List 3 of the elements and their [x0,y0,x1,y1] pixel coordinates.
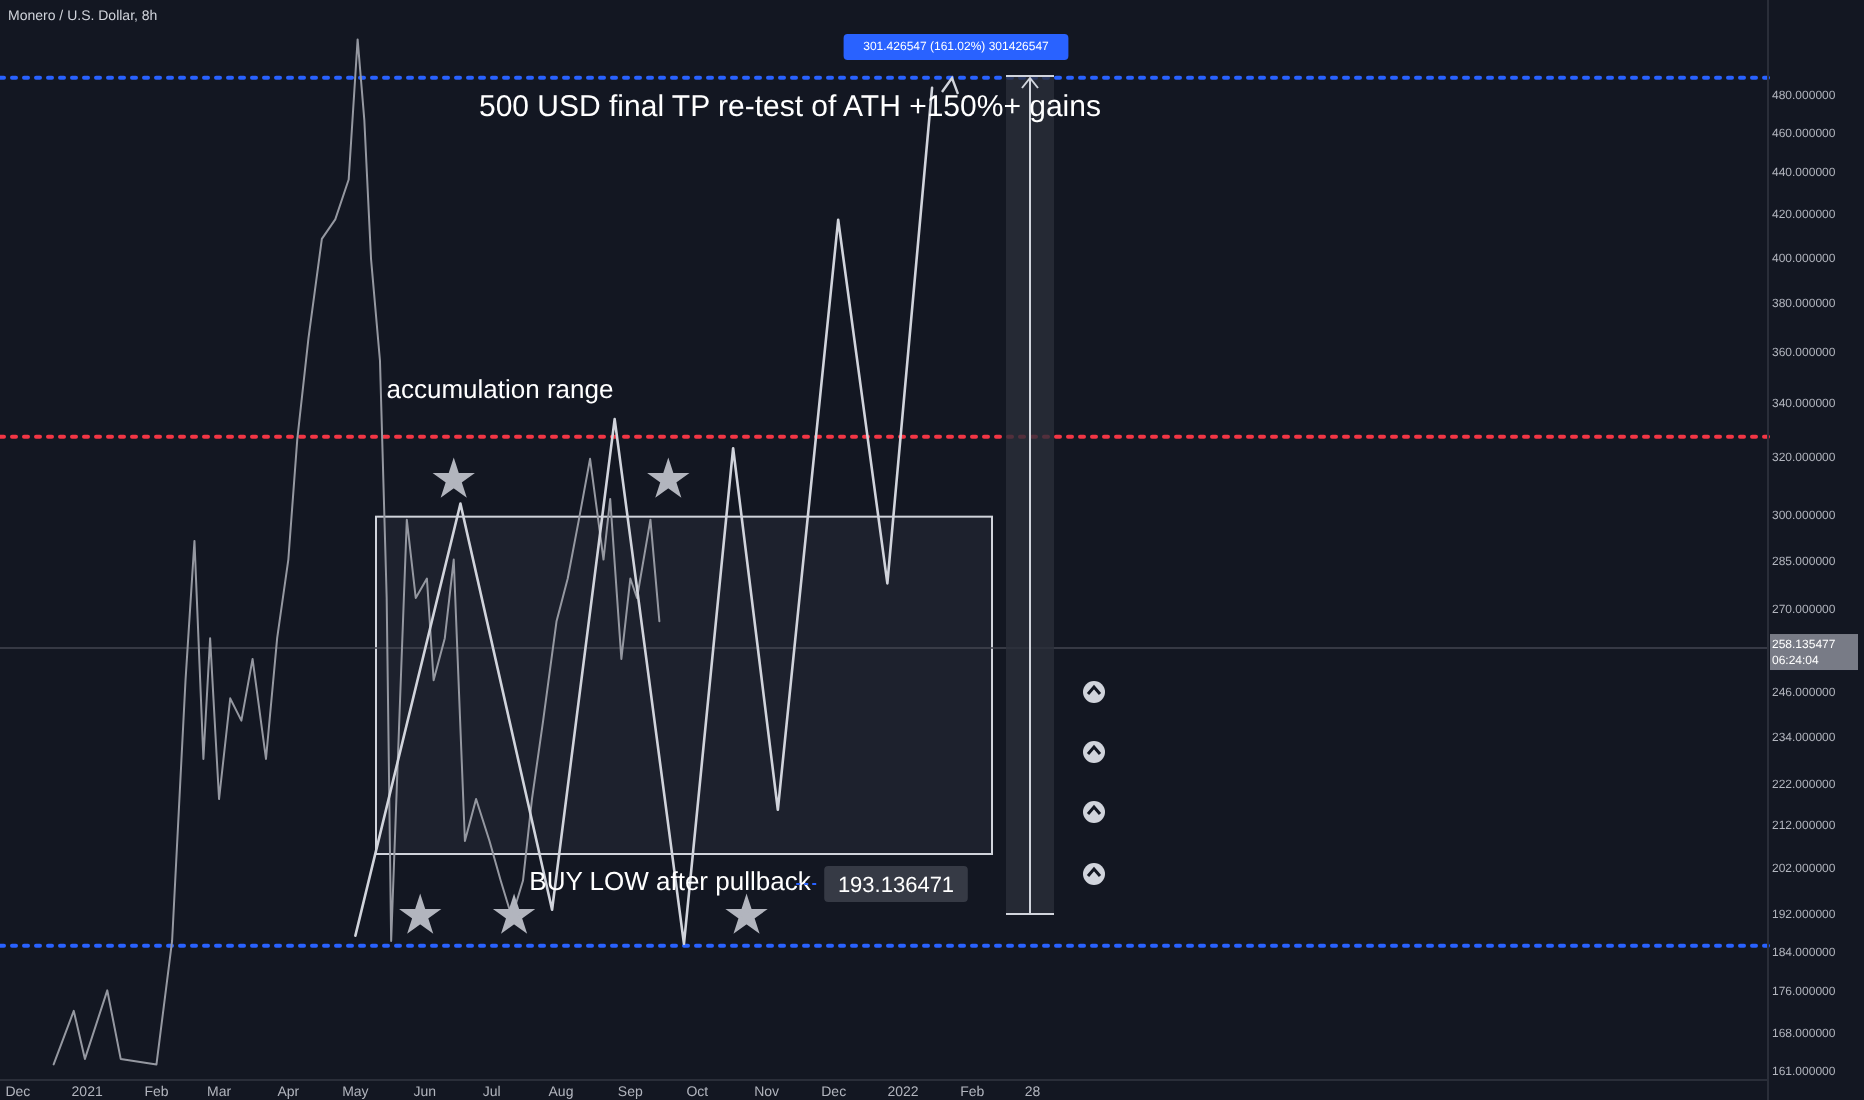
line-series [52,38,661,1066]
annotation: accumulation range [386,374,614,404]
annotation: 193.136471 [837,874,955,898]
